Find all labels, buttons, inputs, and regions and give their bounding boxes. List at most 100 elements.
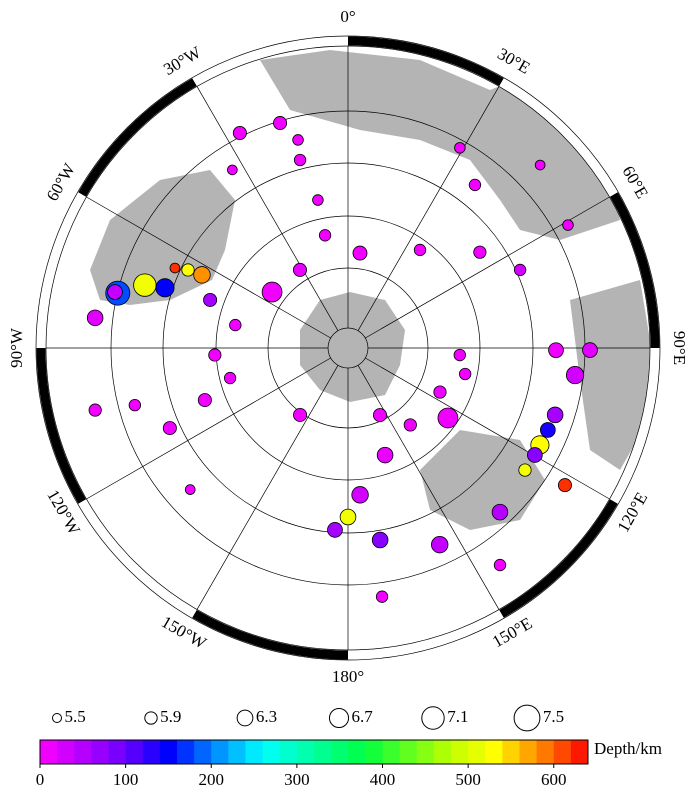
colorbar-tick-label: 500 bbox=[455, 770, 481, 789]
earthquake bbox=[493, 558, 507, 572]
earthquake bbox=[292, 134, 304, 146]
asia bbox=[570, 280, 650, 470]
earthquake bbox=[184, 484, 196, 495]
colorbar-tick-label: 300 bbox=[284, 770, 310, 789]
meridian bbox=[86, 357, 331, 500]
colorbar-step bbox=[468, 740, 486, 764]
colorbar-step bbox=[451, 740, 469, 764]
colorbar-step bbox=[296, 740, 315, 764]
colorbar-step bbox=[57, 740, 75, 764]
earthquake bbox=[437, 407, 459, 429]
earthquake bbox=[582, 342, 598, 358]
frame-segment bbox=[347, 36, 504, 87]
size-legend-circle bbox=[421, 706, 445, 730]
earthquake bbox=[431, 535, 449, 554]
colorbar-step bbox=[348, 740, 366, 764]
size-legend-label: 6.3 bbox=[256, 707, 277, 726]
meridian bbox=[196, 365, 339, 610]
earthquake bbox=[352, 245, 368, 261]
colorbar-tick-label: 0 bbox=[36, 770, 45, 789]
colorbar-step bbox=[74, 740, 92, 764]
size-legend-label: 6.7 bbox=[352, 707, 374, 726]
earthquake bbox=[548, 342, 564, 359]
colorbar-tick-label: 100 bbox=[113, 770, 139, 789]
earthquake bbox=[433, 385, 447, 399]
colorbar-tick-label: 600 bbox=[541, 770, 567, 789]
meridian bbox=[86, 196, 331, 339]
earthquake bbox=[351, 486, 369, 504]
size-legend-label: 7.5 bbox=[543, 707, 564, 726]
colorbar-step bbox=[433, 740, 452, 764]
size-legend-circle bbox=[328, 707, 350, 729]
meridian-label: 60°W bbox=[43, 159, 80, 204]
size-legend-circle bbox=[236, 709, 254, 727]
colorbar-step bbox=[177, 740, 195, 764]
earthquake bbox=[565, 365, 585, 385]
colorbar-step bbox=[519, 740, 538, 764]
earthquake bbox=[546, 406, 564, 424]
frame-segment bbox=[36, 347, 87, 504]
meridian-label: 60°E bbox=[618, 163, 652, 202]
land bbox=[90, 50, 650, 530]
frame-segment bbox=[499, 499, 618, 618]
earthquake bbox=[454, 142, 466, 154]
earthquake bbox=[562, 219, 574, 231]
frame-segment bbox=[78, 78, 197, 197]
earthquake bbox=[261, 281, 283, 303]
earthquake bbox=[193, 266, 211, 284]
meridian-label: 180° bbox=[332, 667, 364, 686]
earthquake bbox=[339, 508, 357, 526]
size-legend-label: 7.1 bbox=[447, 707, 468, 726]
colorbar-step bbox=[91, 740, 109, 764]
graticule bbox=[35, 35, 661, 661]
earthquake bbox=[376, 446, 394, 464]
earthquake bbox=[155, 278, 175, 298]
meridian bbox=[365, 357, 610, 500]
colorbar-tick-label: 200 bbox=[199, 770, 225, 789]
earthquake bbox=[169, 262, 181, 274]
earthquake bbox=[458, 367, 472, 381]
earthquake bbox=[491, 503, 509, 521]
colorbar-step bbox=[211, 740, 229, 764]
earthquake bbox=[203, 292, 218, 307]
colorbar-step bbox=[314, 740, 332, 764]
earthquake bbox=[540, 422, 556, 438]
colorbar-step bbox=[365, 740, 383, 764]
colorbar-step bbox=[570, 740, 589, 764]
earthquake bbox=[162, 421, 177, 436]
australia bbox=[420, 430, 545, 530]
size-legend-label: 5.9 bbox=[160, 707, 181, 726]
earthquake bbox=[371, 531, 389, 549]
antarctica bbox=[300, 292, 405, 402]
colorbar-step bbox=[399, 740, 418, 764]
colorbar-step bbox=[416, 740, 435, 764]
earthquake bbox=[227, 164, 238, 176]
colorbar-step bbox=[194, 740, 212, 764]
colorbar-step bbox=[553, 740, 572, 764]
earthquake bbox=[229, 318, 242, 332]
size-legend-circle bbox=[513, 704, 541, 732]
earthquake bbox=[473, 245, 487, 259]
frame-segment bbox=[609, 192, 660, 349]
earthquake bbox=[453, 348, 466, 362]
earthquake bbox=[557, 478, 572, 493]
earthquake bbox=[534, 159, 546, 171]
colorbar-frame bbox=[39, 739, 589, 765]
earthquake bbox=[527, 447, 543, 463]
events bbox=[86, 116, 598, 603]
colorbar-step bbox=[262, 740, 281, 764]
earthquake bbox=[223, 371, 237, 385]
legend: 5.5 5.9 6.3 6.7 7.1 7.5 0 100 200 300 400 500 600 Dep… bbox=[36, 704, 662, 789]
colorbar-step bbox=[108, 740, 127, 764]
colorbar-tick-label: 400 bbox=[370, 770, 396, 789]
earthquake bbox=[373, 408, 388, 423]
earthquake bbox=[86, 309, 104, 327]
earthquake bbox=[128, 398, 142, 412]
earthquake bbox=[327, 522, 343, 538]
meridian-label: 120°E bbox=[614, 489, 652, 535]
colorbar-step bbox=[536, 740, 555, 764]
earthquake bbox=[273, 116, 288, 131]
meridian-label: 0° bbox=[340, 7, 355, 26]
size-legend-circle bbox=[144, 711, 158, 725]
